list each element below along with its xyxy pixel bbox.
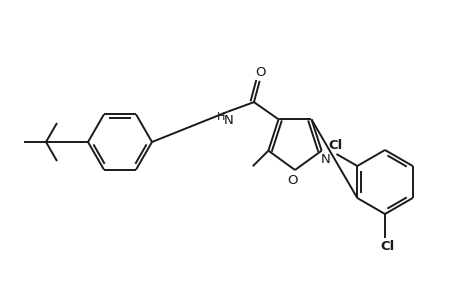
Text: O: O <box>287 173 297 187</box>
Text: Cl: Cl <box>380 241 394 254</box>
Text: O: O <box>255 66 265 80</box>
Text: H: H <box>216 112 224 122</box>
Text: Cl: Cl <box>328 139 342 152</box>
Text: N: N <box>223 114 233 127</box>
Text: N: N <box>320 153 330 166</box>
